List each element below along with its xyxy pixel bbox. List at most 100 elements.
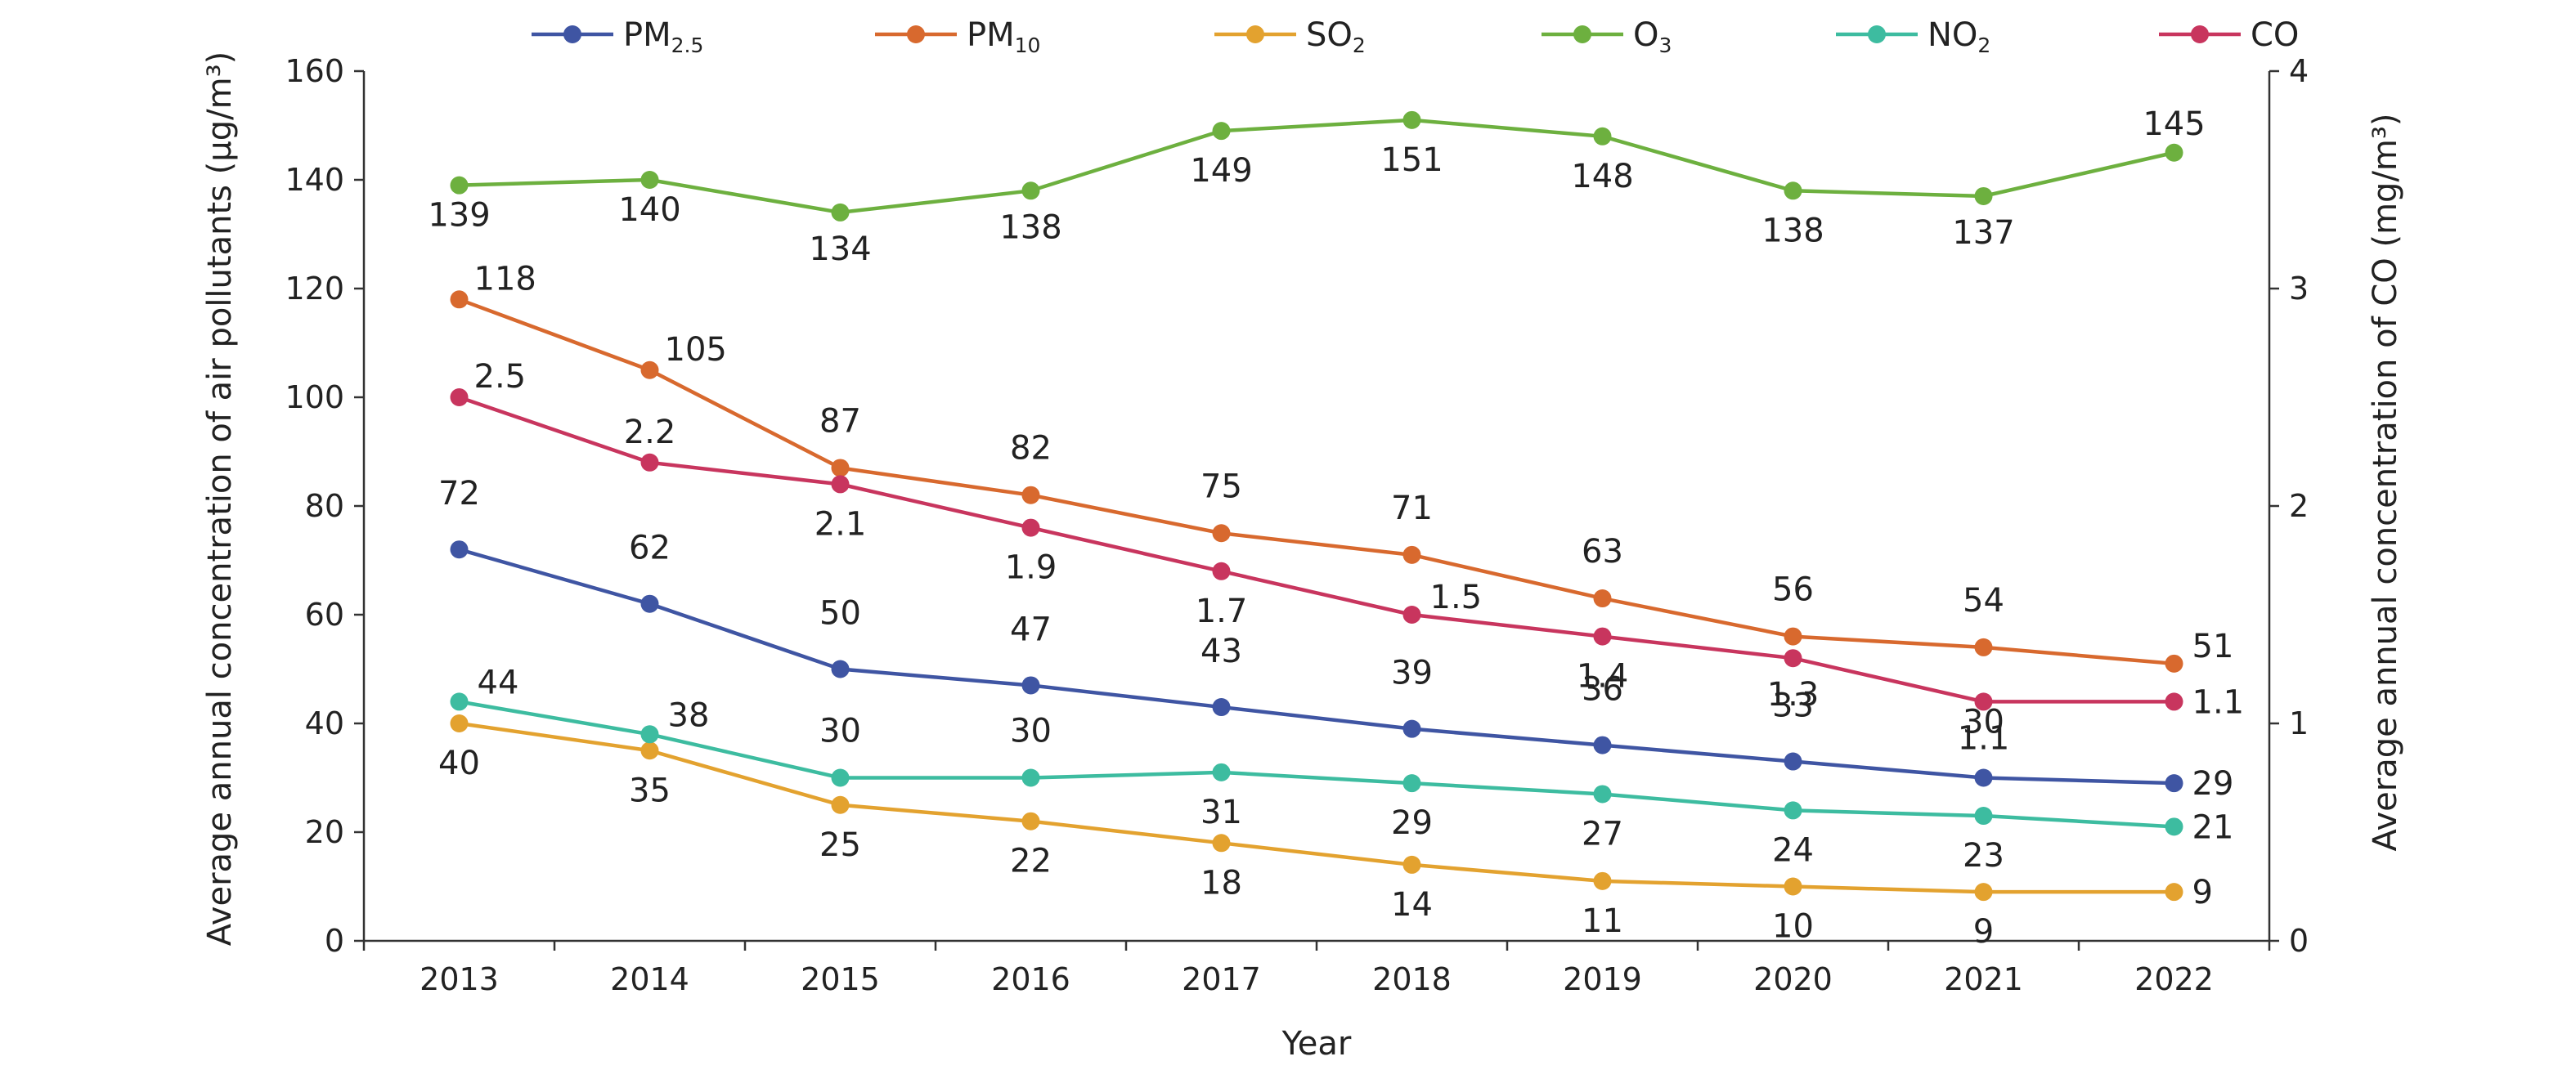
data-label-no2: 38 [668,696,710,734]
data-point-no2 [831,768,850,787]
data-point-o3 [2165,143,2183,162]
data-label-o3: 145 [2143,105,2205,143]
legend-label: SO2 [1306,16,1366,57]
x-tick-label: 2018 [1372,961,1452,997]
data-label-o3: 134 [809,231,871,268]
data-point-o3 [1021,181,1040,200]
data-point-pm25 [1974,768,1993,787]
data-point-pm10 [1974,638,1993,656]
data-point-co [1021,518,1040,537]
data-label-no2: 23 [1963,837,2004,875]
legend-label: O3 [1633,16,1672,57]
data-point-so2 [1784,877,1802,896]
legend-marker [1868,25,1886,43]
x-tick-label: 2022 [2134,961,2214,997]
data-label-co: 1.5 [1430,579,1483,616]
data-label-pm25: 47 [1010,611,1052,648]
data-label-pm10: 75 [1200,468,1242,505]
legend: PM2.5 PM10 SO2 O3 NO2 CO [532,16,2299,57]
data-label-o3: 137 [1952,214,2014,252]
y-tick-label-right: 2 [2289,488,2309,524]
data-point-pm10 [2165,654,2183,673]
series-no2: 44 38 30 30 31 29 27 24 23 21 [450,664,2234,875]
data-point-pm25 [2165,774,2183,793]
data-label-co: 2.1 [815,505,867,543]
legend-label: PM10 [967,16,1040,57]
y-tick-label-right: 3 [2289,271,2309,307]
data-label-no2: 21 [2192,808,2234,846]
data-point-pm25 [1402,719,1421,738]
y-tick-label-left: 80 [305,488,344,524]
data-label-co: 1.1 [2192,683,2245,721]
data-point-co [1212,562,1231,580]
data-point-pm25 [831,660,850,678]
data-label-pm10: 87 [819,402,861,440]
series-pm25: 72 62 50 47 43 39 36 33 30 29 [438,475,2233,803]
data-label-so2: 9 [1973,913,1994,951]
series-layer: 72 62 50 47 43 39 36 33 30 29 118 105 87 82 75 71 63 56 54… [428,105,2244,951]
data-point-co [1402,606,1421,624]
data-point-no2 [450,692,469,711]
data-point-so2 [2165,883,2183,902]
x-tick-label: 2015 [801,961,880,997]
data-point-o3 [640,171,659,189]
series-so2: 40 35 25 22 18 14 11 10 9 9 [438,714,2213,951]
data-point-pm25 [450,540,469,559]
data-label-no2: 31 [1200,794,1242,831]
data-label-o3: 138 [1761,212,1824,249]
data-point-so2 [831,795,850,814]
data-label-o3: 139 [428,197,490,235]
data-point-so2 [450,714,469,732]
x-tick-label: 2013 [420,961,499,997]
series-o3: 139 140 134 138 149 151 148 138 137 145 [428,105,2205,268]
data-label-co: 2.2 [624,414,676,451]
data-label-pm10: 63 [1582,533,1623,571]
data-point-o3 [1212,122,1231,141]
data-point-pm10 [1021,486,1040,504]
data-point-no2 [1212,763,1231,781]
data-label-no2: 29 [1391,804,1433,842]
data-label-pm25: 33 [1772,687,1814,725]
y-tick-label-left: 20 [305,814,344,850]
data-point-co [2165,692,2183,711]
data-point-pm10 [640,360,659,379]
legend-label: CO [2251,16,2299,54]
legend-item-no2: NO2 [1836,16,1990,57]
data-point-o3 [1402,110,1421,129]
data-label-pm25: 29 [2192,765,2234,803]
x-tick-label: 2019 [1563,961,1642,997]
series-line-pm25 [458,548,2174,786]
series-line-so2 [459,721,2174,894]
data-label-o3: 140 [618,191,680,229]
y-axis-title-left: Average annual concentration of air poll… [201,51,239,946]
legend-label: PM2.5 [623,16,703,57]
data-point-co [450,388,469,406]
data-label-pm10: 71 [1391,490,1433,527]
legend-marker [907,25,925,43]
data-point-so2 [640,741,659,760]
data-point-pm25 [1212,698,1231,717]
y-tick-label-right: 4 [2289,53,2309,89]
legend-label: NO2 [1928,16,1990,57]
legend-item-pm25: PM2.5 [532,16,703,57]
data-label-no2: 27 [1582,815,1623,853]
data-label-no2: 24 [1772,831,1814,869]
x-tick-label: 2014 [610,961,689,997]
y-tick-label-left: 140 [285,162,344,198]
data-label-so2: 14 [1391,886,1433,924]
data-label-co: 2.5 [474,358,527,396]
data-label-pm10: 105 [665,331,727,369]
series-line-no2 [459,700,2174,829]
data-point-o3 [1974,186,1993,205]
data-point-o3 [831,203,850,222]
data-label-o3: 149 [1190,152,1252,190]
data-label-o3: 138 [999,208,1061,246]
data-point-co [831,475,850,494]
data-point-co [640,453,659,472]
data-point-no2 [1784,801,1802,820]
data-label-pm25: 72 [438,475,480,513]
data-point-no2 [1021,768,1040,787]
data-point-pm10 [831,459,850,477]
legend-item-so2: SO2 [1214,16,1366,57]
series-line-pm10 [458,298,2174,666]
